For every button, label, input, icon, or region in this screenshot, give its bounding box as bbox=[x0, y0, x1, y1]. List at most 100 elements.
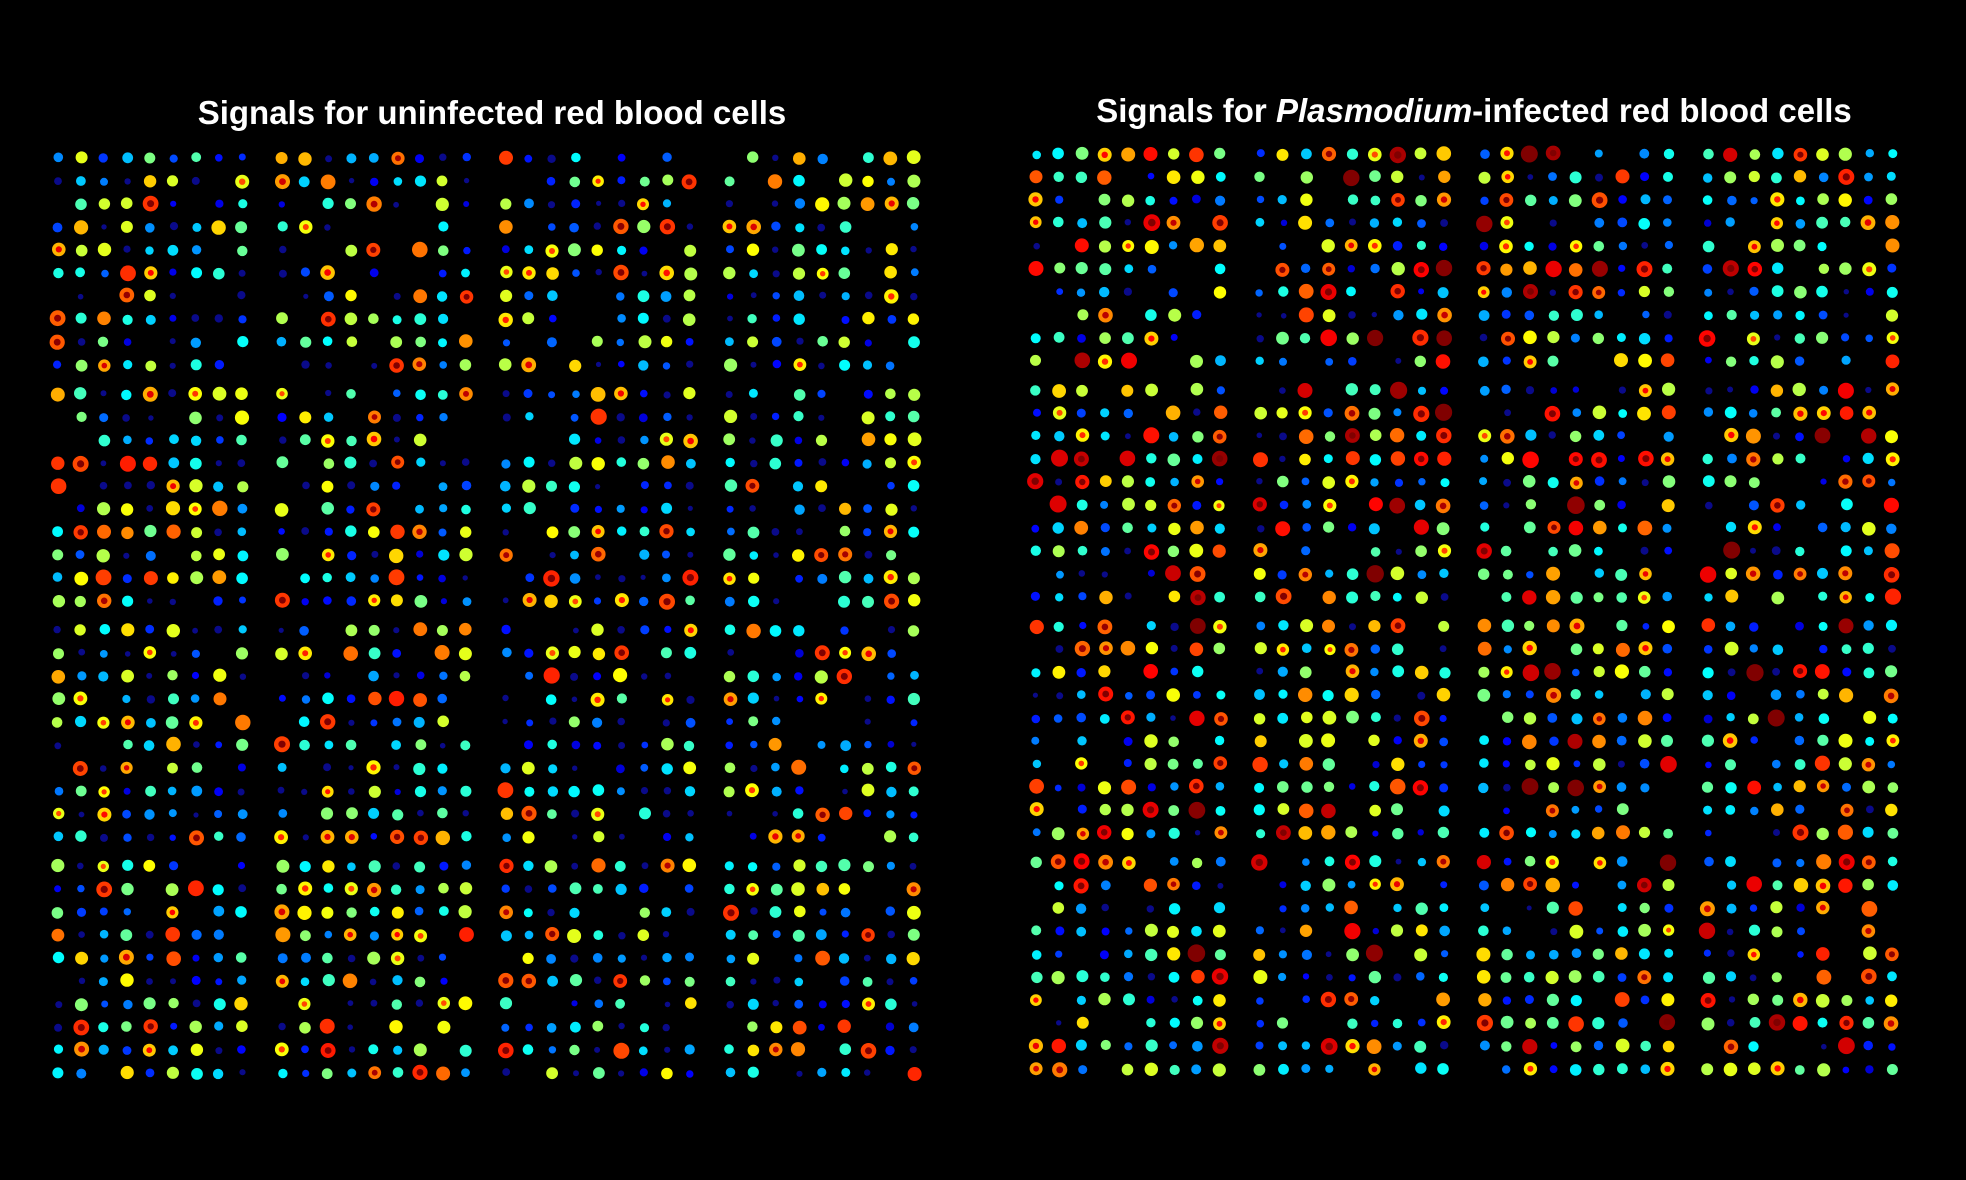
spot bbox=[1662, 1040, 1675, 1053]
spot bbox=[817, 153, 828, 165]
spot-core bbox=[147, 200, 155, 208]
spot bbox=[168, 457, 180, 469]
spot bbox=[1255, 1041, 1264, 1050]
spot bbox=[348, 788, 355, 795]
spot bbox=[885, 503, 898, 516]
spot bbox=[1795, 432, 1804, 442]
spot bbox=[1841, 995, 1853, 1006]
spot bbox=[748, 572, 760, 584]
spot bbox=[1393, 973, 1402, 982]
spot-core bbox=[663, 528, 670, 535]
spot bbox=[547, 290, 558, 302]
spot bbox=[686, 458, 696, 469]
spot bbox=[1147, 783, 1156, 792]
spot bbox=[524, 198, 534, 209]
spot bbox=[1641, 479, 1649, 487]
spot bbox=[76, 176, 86, 186]
spot-core bbox=[1641, 594, 1647, 601]
spot bbox=[1817, 1063, 1831, 1077]
spot bbox=[1255, 926, 1264, 935]
spot bbox=[463, 246, 471, 255]
spot bbox=[1167, 758, 1179, 770]
spot-core bbox=[1597, 860, 1603, 866]
spot-core bbox=[1100, 829, 1108, 836]
spot bbox=[569, 882, 582, 895]
spot bbox=[1478, 993, 1492, 1007]
spot-core bbox=[664, 862, 671, 869]
spot bbox=[97, 524, 111, 539]
spot bbox=[274, 503, 289, 517]
spot-core bbox=[324, 718, 332, 726]
spot bbox=[1302, 995, 1310, 1003]
spot bbox=[571, 152, 581, 163]
spot bbox=[617, 526, 627, 536]
spot bbox=[1771, 172, 1782, 184]
spot bbox=[1479, 241, 1489, 251]
spot bbox=[213, 998, 226, 1011]
spot bbox=[1819, 385, 1829, 395]
spot bbox=[370, 719, 378, 727]
spot-core bbox=[1751, 524, 1758, 531]
spot bbox=[1256, 829, 1266, 839]
spot bbox=[595, 361, 602, 367]
spot bbox=[1638, 218, 1650, 230]
spot bbox=[322, 692, 334, 705]
spot bbox=[1255, 217, 1265, 227]
spot bbox=[344, 312, 358, 326]
spot bbox=[438, 574, 446, 583]
spot-core bbox=[279, 391, 285, 397]
spot bbox=[77, 293, 84, 300]
spot bbox=[502, 1068, 511, 1076]
spot bbox=[299, 861, 311, 873]
spot bbox=[1256, 312, 1262, 318]
spot bbox=[726, 505, 734, 513]
spot bbox=[1029, 619, 1044, 635]
spot bbox=[388, 569, 405, 586]
spot bbox=[1545, 877, 1560, 893]
spot bbox=[121, 623, 135, 637]
spot bbox=[1661, 688, 1674, 701]
spot bbox=[1548, 172, 1557, 181]
spot-core bbox=[1170, 219, 1177, 226]
spot bbox=[793, 625, 805, 637]
spot bbox=[1523, 261, 1537, 275]
spot bbox=[234, 410, 250, 425]
spot bbox=[1144, 757, 1157, 771]
spot bbox=[1277, 712, 1289, 724]
spot bbox=[413, 433, 427, 447]
spot bbox=[1664, 948, 1674, 958]
spot bbox=[1887, 263, 1897, 273]
spot bbox=[237, 1045, 246, 1054]
spot bbox=[1323, 454, 1333, 464]
spot bbox=[1368, 620, 1381, 633]
spot-core bbox=[1642, 645, 1649, 652]
spot bbox=[122, 859, 134, 871]
spot bbox=[1254, 406, 1267, 420]
spot bbox=[1190, 354, 1203, 368]
spot-core bbox=[1797, 996, 1804, 1004]
spot bbox=[414, 906, 424, 916]
spot bbox=[1501, 1041, 1512, 1052]
spot bbox=[1549, 1065, 1558, 1074]
spot bbox=[1748, 170, 1760, 183]
spot bbox=[1414, 499, 1426, 511]
spot bbox=[1191, 857, 1203, 869]
spot bbox=[165, 501, 181, 516]
spot bbox=[1051, 827, 1065, 841]
spot bbox=[301, 788, 308, 796]
spot bbox=[1254, 591, 1266, 603]
spot bbox=[52, 951, 65, 964]
spot bbox=[1343, 169, 1360, 187]
spot bbox=[1372, 761, 1380, 769]
spot bbox=[1252, 756, 1268, 773]
spot bbox=[772, 716, 781, 726]
spot bbox=[1618, 195, 1627, 204]
spot bbox=[1704, 856, 1714, 867]
spot bbox=[1818, 263, 1830, 274]
spot bbox=[1165, 565, 1181, 582]
spot bbox=[1548, 242, 1557, 251]
spot-core bbox=[503, 909, 510, 916]
spot bbox=[169, 861, 179, 871]
spot bbox=[639, 1068, 648, 1077]
spot bbox=[369, 978, 377, 986]
